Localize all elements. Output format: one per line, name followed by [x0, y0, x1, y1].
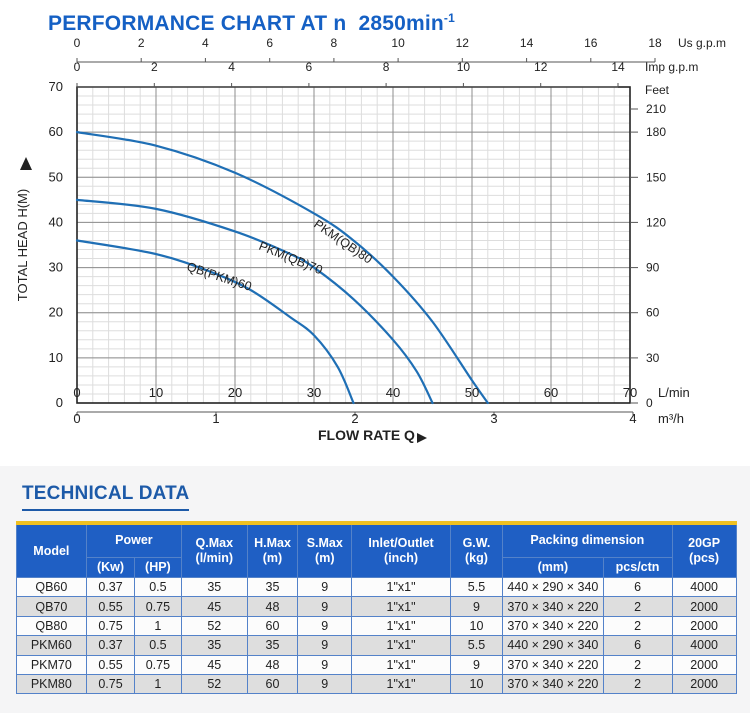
- svg-text:0: 0: [74, 36, 81, 50]
- svg-text:0: 0: [74, 60, 81, 74]
- svg-text:0: 0: [73, 411, 80, 426]
- svg-text:50: 50: [49, 169, 63, 184]
- svg-text:0: 0: [56, 395, 63, 410]
- svg-text:60: 60: [646, 306, 660, 320]
- svg-text:210: 210: [646, 102, 666, 116]
- svg-text:10: 10: [457, 60, 471, 74]
- svg-text:4: 4: [629, 411, 636, 426]
- svg-text:6: 6: [306, 60, 313, 74]
- svg-text:90: 90: [646, 261, 660, 275]
- svg-text:150: 150: [646, 170, 666, 184]
- svg-text:10: 10: [149, 385, 163, 400]
- svg-text:70: 70: [49, 79, 63, 94]
- svg-text:m³/h: m³/h: [658, 411, 684, 426]
- svg-text:2: 2: [151, 60, 158, 74]
- svg-text:3: 3: [490, 411, 497, 426]
- svg-text:PKM(QB)80: PKM(QB)80: [311, 217, 375, 267]
- svg-text:4: 4: [228, 60, 235, 74]
- svg-text:FLOW RATE Q: FLOW RATE Q: [318, 427, 415, 443]
- svg-text:60: 60: [49, 124, 63, 139]
- svg-text:0: 0: [73, 385, 80, 400]
- svg-text:30: 30: [307, 385, 321, 400]
- svg-text:40: 40: [386, 385, 400, 400]
- svg-text:8: 8: [331, 36, 338, 50]
- svg-text:4: 4: [202, 36, 209, 50]
- svg-text:10: 10: [391, 36, 405, 50]
- svg-text:30: 30: [646, 351, 660, 365]
- svg-text:40: 40: [49, 214, 63, 229]
- svg-text:70: 70: [623, 385, 637, 400]
- svg-text:2: 2: [351, 411, 358, 426]
- svg-text:2: 2: [138, 36, 145, 50]
- svg-text:60: 60: [544, 385, 558, 400]
- svg-text:14: 14: [520, 36, 534, 50]
- svg-text:TOTAL HEAD H(M): TOTAL HEAD H(M): [15, 189, 30, 301]
- svg-text:Imp g.p.m: Imp g.p.m: [645, 60, 698, 74]
- svg-text:12: 12: [456, 36, 470, 50]
- svg-text:30: 30: [49, 260, 63, 275]
- svg-text:1: 1: [212, 411, 219, 426]
- svg-text:0: 0: [646, 396, 653, 410]
- svg-text:L/min: L/min: [658, 385, 690, 400]
- svg-text:12: 12: [534, 60, 548, 74]
- svg-text:16: 16: [584, 36, 598, 50]
- svg-text:8: 8: [383, 60, 390, 74]
- svg-text:14: 14: [611, 60, 625, 74]
- svg-text:180: 180: [646, 125, 666, 139]
- svg-text:6: 6: [266, 36, 273, 50]
- svg-text:20: 20: [228, 385, 242, 400]
- svg-text:10: 10: [49, 350, 63, 365]
- svg-text:Feet: Feet: [645, 83, 670, 97]
- svg-text:18: 18: [648, 36, 662, 50]
- svg-text:20: 20: [49, 305, 63, 320]
- svg-text:50: 50: [465, 385, 479, 400]
- svg-text:Us g.p.m: Us g.p.m: [678, 36, 726, 50]
- svg-text:120: 120: [646, 215, 666, 229]
